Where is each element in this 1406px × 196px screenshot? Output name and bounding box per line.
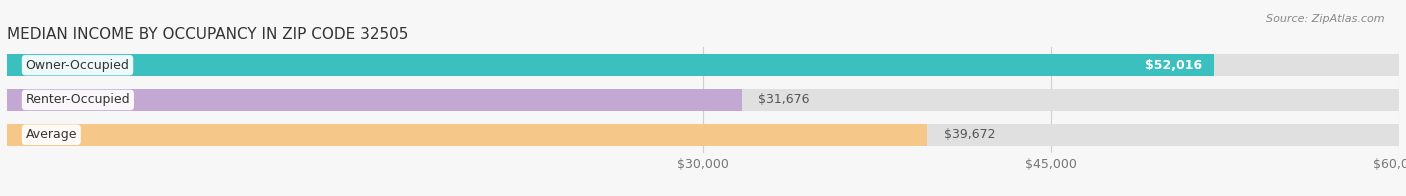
Text: $39,672: $39,672 (943, 128, 995, 141)
Bar (7, 54, 1213, 76)
Text: Renter-Occupied: Renter-Occupied (25, 93, 131, 106)
Bar (7, 124, 1399, 146)
Text: Average: Average (25, 128, 77, 141)
Text: Owner-Occupied: Owner-Occupied (25, 59, 129, 72)
Text: Source: ZipAtlas.com: Source: ZipAtlas.com (1267, 14, 1385, 24)
Text: $52,016: $52,016 (1144, 59, 1202, 72)
Bar (7, 124, 928, 146)
Bar (7, 54, 1399, 76)
Text: MEDIAN INCOME BY OCCUPANCY IN ZIP CODE 32505: MEDIAN INCOME BY OCCUPANCY IN ZIP CODE 3… (7, 27, 408, 42)
Bar (7, 89, 742, 111)
Text: $31,676: $31,676 (758, 93, 810, 106)
Bar (7, 89, 1399, 111)
